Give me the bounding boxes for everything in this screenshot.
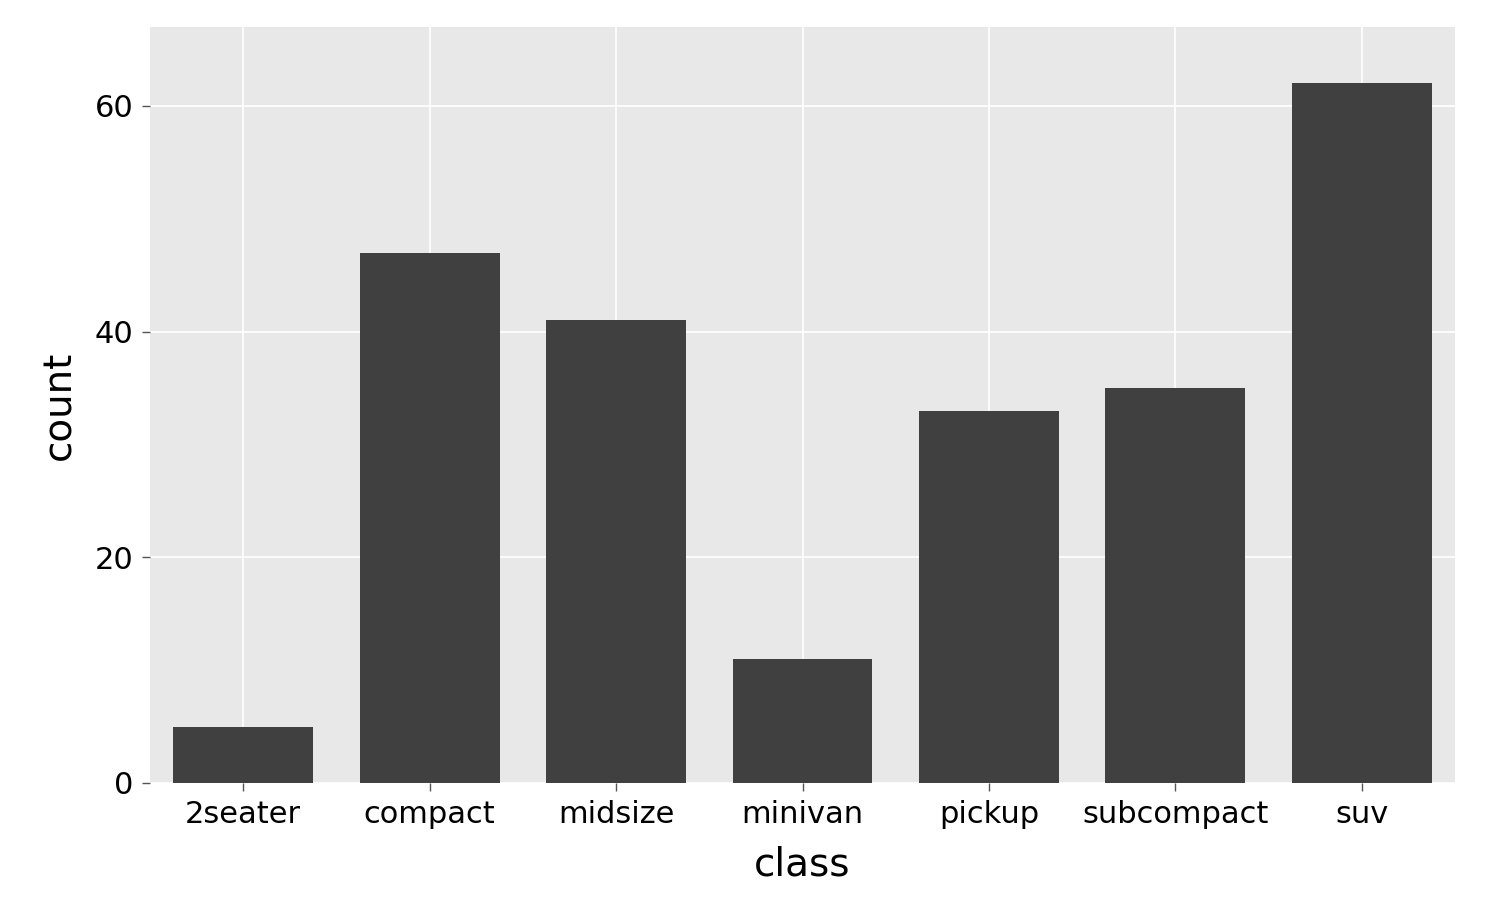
Bar <box>1292 84 1431 783</box>
Y-axis label: count: count <box>40 350 78 460</box>
Bar <box>920 410 1059 783</box>
Bar <box>360 253 500 783</box>
Bar <box>546 320 686 783</box>
Bar <box>732 659 873 783</box>
Bar <box>1106 388 1245 783</box>
Bar <box>174 726 314 783</box>
X-axis label: class: class <box>754 845 850 883</box>
